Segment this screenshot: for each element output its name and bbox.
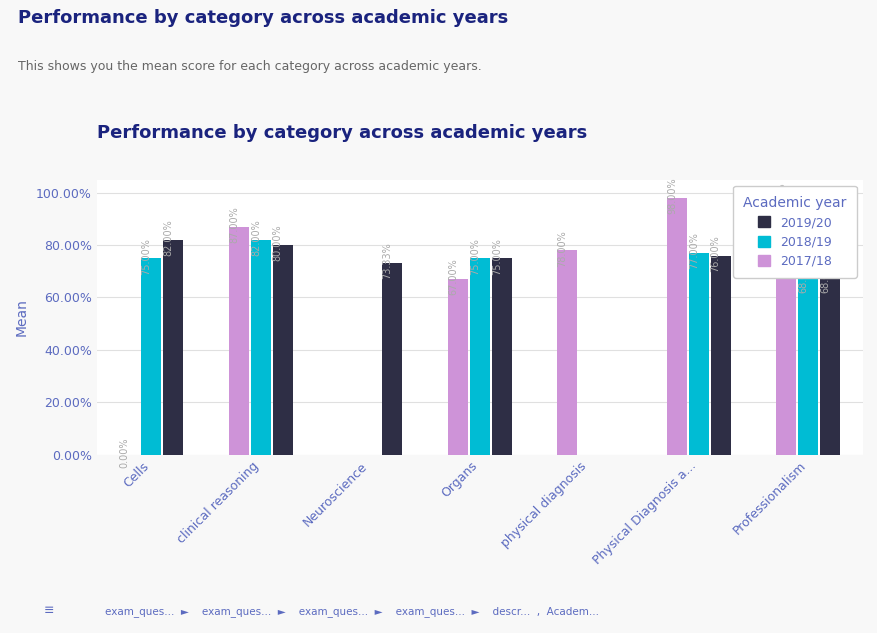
Bar	[141, 258, 161, 454]
Text: 80.00%: 80.00%	[273, 225, 282, 261]
Bar	[491, 258, 511, 454]
Text: 68.00%: 68.00%	[797, 256, 808, 292]
Text: 68.00%: 68.00%	[819, 256, 830, 292]
Bar	[273, 245, 293, 454]
Bar	[709, 256, 730, 454]
Bar	[557, 250, 577, 454]
Y-axis label: Mean: Mean	[15, 298, 29, 336]
Bar	[163, 240, 183, 454]
Text: 75.00%: 75.00%	[469, 237, 480, 275]
Text: 82.00%: 82.00%	[163, 220, 173, 256]
Text: ≡: ≡	[44, 604, 54, 617]
Text: 0.00%: 0.00%	[119, 437, 130, 468]
Bar	[469, 258, 489, 454]
Text: 76.00%: 76.00%	[709, 235, 720, 272]
Bar	[251, 240, 271, 454]
Text: 67.00%: 67.00%	[447, 259, 458, 296]
Legend: 2019/20, 2018/19, 2017/18: 2019/20, 2018/19, 2017/18	[732, 186, 856, 278]
Text: exam_ques...  ►    exam_ques...  ►    exam_ques...  ►    exam_ques...  ►    desc: exam_ques... ► exam_ques... ► exam_ques.…	[105, 606, 599, 617]
Text: 75.00%: 75.00%	[141, 237, 151, 275]
Text: 82.00%: 82.00%	[251, 220, 260, 256]
Text: 87.00%: 87.00%	[229, 206, 239, 243]
Text: Performance by category across academic years: Performance by category across academic …	[96, 124, 586, 142]
Bar	[447, 279, 467, 454]
Text: Performance by category across academic years: Performance by category across academic …	[18, 9, 507, 27]
Text: 73.33%: 73.33%	[381, 242, 392, 279]
Bar	[688, 253, 708, 454]
Text: This shows you the mean score for each category across academic years.: This shows you the mean score for each c…	[18, 60, 481, 73]
Text: 78.00%: 78.00%	[557, 230, 567, 266]
Text: 96.00%: 96.00%	[775, 183, 786, 220]
Text: 75.00%: 75.00%	[491, 237, 501, 275]
Text: 77.00%: 77.00%	[688, 232, 698, 269]
Bar	[381, 263, 402, 454]
Bar	[775, 203, 795, 454]
Bar	[797, 277, 817, 454]
Text: 98.00%: 98.00%	[667, 177, 676, 214]
Bar	[229, 227, 249, 454]
Bar	[666, 198, 686, 454]
Bar	[819, 277, 839, 454]
